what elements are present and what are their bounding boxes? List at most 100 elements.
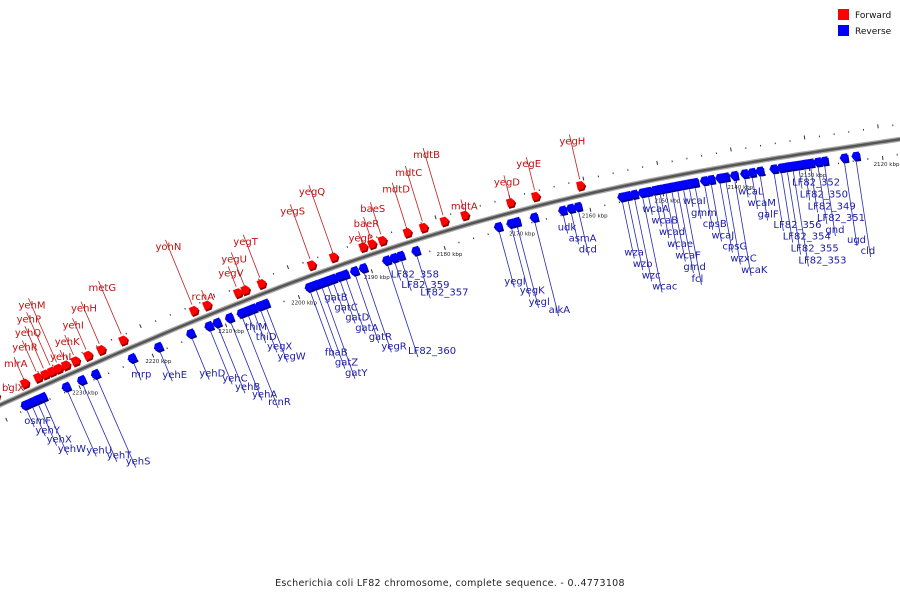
- gene-leader-yehM: [28, 298, 57, 363]
- gene-leader-gatZ: [316, 290, 346, 369]
- gene-label-cpsB: cpsB: [703, 219, 727, 230]
- gene-leader-wcaL: [744, 179, 749, 198]
- gene-arrow-yegQ: [328, 252, 339, 262]
- gene-label-gatA: gatA: [355, 323, 378, 334]
- gene-arrow-LF82_350: [800, 159, 809, 168]
- gene-arrow-gatR: [349, 265, 360, 276]
- gene-leader-mdtB: [422, 147, 444, 216]
- gene-leader-wcaK: [734, 181, 752, 276]
- tick-label: 2120 kbp: [874, 162, 900, 168]
- gene-arrow-yehU: [61, 381, 72, 392]
- tick-label: 2200 kbp: [291, 301, 317, 307]
- tick-mark: [122, 366, 125, 368]
- gene-label-yehM: yehM: [19, 300, 46, 311]
- gene-label-wcaA: wcaA: [642, 204, 669, 215]
- gene-leader-yegS: [289, 204, 311, 260]
- gene-arrow-yegP: [358, 242, 368, 252]
- tick-mark: [877, 124, 879, 129]
- gene-arrow-LF82_353: [788, 161, 798, 170]
- gene-leader-yehE: [159, 352, 173, 382]
- gene-arrow-LF82_357: [411, 245, 421, 256]
- gene-label-galF: galF: [758, 209, 779, 220]
- gene-label-mdtC: mdtC: [395, 168, 422, 179]
- gene-leader-udk: [563, 215, 569, 234]
- gene-label-wcaB: wcaB: [651, 215, 678, 226]
- gene-leader-baeS: [369, 202, 382, 235]
- tick-mark: [22, 377, 25, 380]
- tick-mark: [589, 207, 592, 212]
- gene-arrow-yehC: [204, 320, 214, 331]
- gene-label-yegQ: yegQ: [299, 187, 325, 198]
- gene-arrow-wcaL: [740, 169, 749, 178]
- gene-label-wcaF: wcaF: [675, 250, 701, 261]
- gene-leader-LF82_351: [817, 167, 828, 225]
- gene-label-yegE: yegE: [516, 159, 541, 170]
- gene-arrow-wcaK: [729, 170, 739, 180]
- tick-mark: [49, 398, 51, 400]
- gene-leader-yehA: [230, 323, 263, 401]
- kbp-ticks: 2230 kbp 2220 kbp 2210 kbp 2200 kbp 2190 kbp…: [5, 124, 900, 422]
- gene-label-bglX: bglX: [2, 383, 24, 394]
- gene-leader-LF82_358: [394, 263, 402, 281]
- tick-mark: [656, 160, 659, 166]
- gene-leader-dcd: [578, 212, 590, 256]
- gene-leader-baeR: [363, 216, 371, 239]
- gene-arrow-yegl: [512, 216, 522, 226]
- tick-label: 2170 kbp: [509, 231, 535, 237]
- tick-mark: [224, 323, 228, 328]
- gene-leader-yehB: [218, 328, 246, 394]
- gene-arrow-wcac: [637, 187, 647, 197]
- gene-label-gatR: gatR: [369, 332, 392, 343]
- gene-leader-yehD: [192, 338, 210, 380]
- gene-label-yehR: yehR: [12, 342, 37, 353]
- gene-label-LF82_356: LF82_356: [773, 220, 821, 231]
- gene-arrow-mdtD: [402, 227, 412, 238]
- gene-arrow-ugd: [839, 153, 849, 162]
- gene-label-yegH: yegH: [559, 137, 585, 148]
- gene-label-yegU: yegU: [221, 254, 247, 265]
- gene-label-gmm: gmm: [691, 208, 717, 219]
- gene-arrow-yegI: [493, 221, 503, 231]
- gene-leader-alkA: [534, 222, 559, 317]
- gene-leader-LF82_356: [773, 174, 784, 231]
- gene-leader-asmA: [571, 214, 579, 245]
- gene-label-yegS: yegS: [280, 206, 305, 217]
- gene-leader-wza: [622, 202, 635, 259]
- gene-arrow-LF82_351: [813, 157, 822, 166]
- gene-label-yegK: yegK: [520, 286, 545, 297]
- gene-leader-gatD: [340, 281, 356, 324]
- gene-leader-mdtD: [391, 182, 407, 227]
- gene-leader-mlrA: [13, 357, 24, 378]
- gene-arrow-yegE: [531, 191, 541, 201]
- gene-arrow-gmd: [672, 181, 682, 190]
- gene-leader-yegH: [569, 134, 581, 180]
- gene-label-wcaL: wcaL: [738, 186, 764, 197]
- gene-leader-LF82_349: [810, 168, 818, 213]
- gene-arrow-yehI: [82, 350, 93, 361]
- tick-mark: [7, 384, 10, 386]
- gene-label-wcaK: wcaK: [741, 265, 768, 276]
- gene-leader-thiM: [248, 316, 256, 334]
- gene-arrow-wcaM: [747, 167, 757, 177]
- gene-leader-mrp: [133, 363, 142, 381]
- gene-label-wzxC: wzxC: [730, 254, 756, 265]
- gene-leader-ugd: [844, 163, 858, 246]
- gene-leader-yehK: [64, 334, 74, 356]
- tick-mark: [96, 345, 98, 348]
- gene-leader-LF82_353: [792, 171, 809, 267]
- tick-label: 2210 kbp: [218, 329, 244, 335]
- tick-mark: [297, 295, 301, 300]
- tick-mark: [239, 317, 241, 320]
- gene-label-yegI: yegI: [504, 276, 525, 287]
- tick-mark: [139, 324, 142, 329]
- gene-leader-yegT: [242, 234, 261, 278]
- tick-mark: [93, 378, 95, 381]
- gene-label-wcaM: wcaM: [748, 198, 776, 209]
- gene-label-osmF: osmF: [24, 416, 51, 427]
- gene-leader-LF82_354: [781, 173, 794, 243]
- gene-leader-LF82_352: [798, 170, 803, 189]
- gene-arrow-LF82_354: [776, 163, 786, 172]
- gene-label-yehE: yehE: [162, 370, 187, 381]
- gene-leader-metG: [98, 280, 122, 335]
- tick-mark: [376, 236, 378, 239]
